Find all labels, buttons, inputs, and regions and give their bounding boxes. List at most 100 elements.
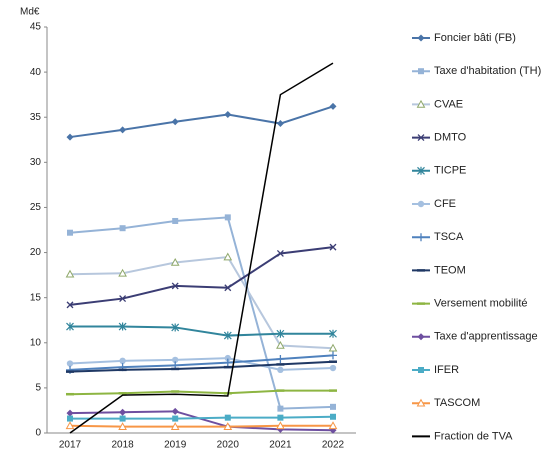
marker	[119, 415, 126, 422]
marker	[329, 364, 337, 372]
legend-marker	[417, 34, 425, 42]
legend-marker	[417, 233, 425, 242]
legend-label: IFER	[434, 364, 459, 376]
marker	[171, 282, 179, 290]
legend-item: CVAE	[412, 98, 463, 110]
legend-item: Taxe d'habitation (TH)	[412, 65, 541, 77]
marker	[224, 354, 231, 362]
x-tick-label: 2020	[217, 440, 240, 450]
marker	[330, 413, 336, 420]
marker	[171, 118, 179, 126]
series-line	[69, 360, 334, 373]
y-tick-label: 15	[30, 292, 42, 303]
marker	[276, 120, 284, 128]
marker	[276, 355, 285, 364]
series	[66, 360, 337, 373]
legend-label: CVAE	[434, 98, 463, 110]
marker	[224, 414, 231, 421]
legend-marker	[417, 333, 425, 341]
marker	[171, 323, 180, 332]
marker	[118, 268, 127, 277]
marker	[172, 415, 179, 422]
series	[66, 102, 337, 141]
legend-item: IFER	[412, 364, 459, 376]
series	[66, 389, 337, 396]
marker	[277, 414, 284, 421]
marker	[224, 214, 231, 221]
y-tick-label: 5	[35, 383, 41, 394]
series	[66, 354, 337, 374]
series-line	[69, 357, 334, 371]
legend-marker	[418, 68, 424, 75]
series-line	[70, 415, 334, 420]
marker	[66, 301, 74, 309]
marker	[67, 229, 73, 236]
y-axis-label: Md€	[20, 7, 40, 18]
marker	[65, 421, 75, 430]
marker	[171, 407, 179, 415]
y-tick-label: 40	[30, 67, 42, 78]
marker	[66, 360, 74, 367]
legend-label: TASCOM	[434, 397, 480, 409]
marker	[67, 415, 73, 422]
series	[67, 214, 336, 412]
legend-label: Taxe d'apprentissage	[434, 331, 538, 343]
legend-marker	[417, 166, 425, 175]
marker	[276, 329, 285, 338]
series	[66, 351, 337, 374]
legend-item: Versement mobilité	[412, 298, 528, 310]
marker	[223, 331, 232, 340]
series	[67, 413, 336, 422]
marker	[224, 284, 232, 292]
legend-item: CFE	[412, 198, 456, 210]
marker	[118, 322, 127, 331]
marker	[170, 422, 180, 430]
legend-label: DMTO	[434, 132, 467, 144]
marker	[276, 249, 284, 257]
marker	[223, 422, 233, 430]
series-line	[69, 354, 334, 371]
marker	[65, 269, 75, 278]
legend-marker	[416, 99, 426, 108]
y-tick-label: 30	[30, 157, 42, 168]
series	[65, 252, 338, 352]
x-tick-label: 2017	[59, 440, 82, 450]
marker	[328, 421, 338, 430]
legend-marker	[417, 200, 425, 208]
y-tick-label: 45	[30, 22, 42, 33]
marker	[119, 357, 126, 365]
legend-item: Foncier bâti (FB)	[412, 32, 516, 44]
series-line	[69, 105, 334, 139]
legend-item: TASCOM	[412, 397, 480, 409]
series-line	[69, 246, 334, 306]
marker	[276, 421, 285, 430]
y-tick-label: 20	[30, 247, 42, 258]
legend-item: TSCA	[412, 231, 464, 243]
y-tick-label: 0	[35, 428, 41, 439]
series-line	[69, 389, 333, 396]
marker	[329, 243, 337, 251]
marker	[172, 356, 179, 364]
legend-label: TICPE	[434, 165, 466, 177]
marker	[329, 102, 337, 110]
legend-item: Fraction de TVA	[412, 430, 513, 442]
marker	[223, 252, 233, 261]
marker	[119, 126, 127, 134]
legend-item: TEOM	[412, 264, 466, 276]
legend-item: Taxe d'apprentissage	[412, 331, 538, 343]
x-tick-label: 2018	[111, 440, 134, 450]
marker	[329, 351, 337, 360]
x-tick-label: 2022	[322, 440, 345, 450]
marker	[277, 366, 284, 374]
legend-item: DMTO	[412, 132, 467, 144]
legend-label: CFE	[434, 198, 456, 210]
marker	[66, 133, 74, 141]
x-tick-label: 2021	[269, 440, 292, 450]
marker	[277, 405, 284, 412]
marker	[224, 111, 232, 119]
x-tick-label: 2019	[164, 440, 187, 450]
series	[66, 243, 337, 309]
y-tick-label: 25	[30, 202, 42, 213]
legend-label: Versement mobilité	[434, 298, 528, 310]
marker	[66, 409, 74, 417]
